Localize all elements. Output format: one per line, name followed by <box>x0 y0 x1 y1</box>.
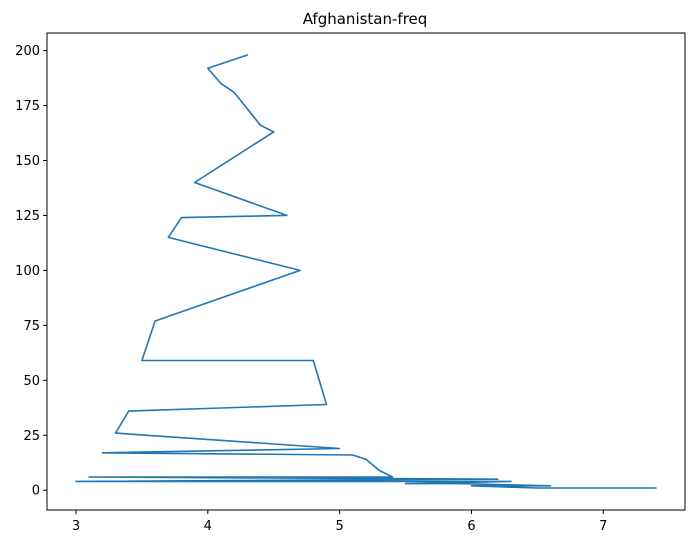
plot-area <box>75 54 657 489</box>
x-tick-label: 5 <box>335 519 343 534</box>
y-tick-label: 75 <box>23 319 40 334</box>
y-tick-label: 25 <box>23 429 40 444</box>
y-tick-label: 150 <box>15 154 40 169</box>
chart-title: Afghanistan-freq <box>303 10 428 28</box>
y-tick-label: 175 <box>15 99 40 114</box>
x-tick-label: 3 <box>72 519 80 534</box>
plot-frame <box>46 32 686 511</box>
series-line-0 <box>75 54 657 489</box>
x-tick-label: 4 <box>204 519 212 534</box>
y-tick-label: 200 <box>15 44 40 59</box>
x-tick-label: 7 <box>599 519 607 534</box>
y-tick-label: 100 <box>15 264 40 279</box>
y-tick-label: 50 <box>23 374 40 389</box>
y-tick-label: 0 <box>32 484 40 499</box>
y-tick-label: 125 <box>15 209 40 224</box>
x-axis: 3 4 5 6 7 <box>72 510 607 534</box>
y-axis: 0 25 50 75 100 125 150 175 200 <box>15 44 47 499</box>
x-tick-label: 6 <box>467 519 475 534</box>
